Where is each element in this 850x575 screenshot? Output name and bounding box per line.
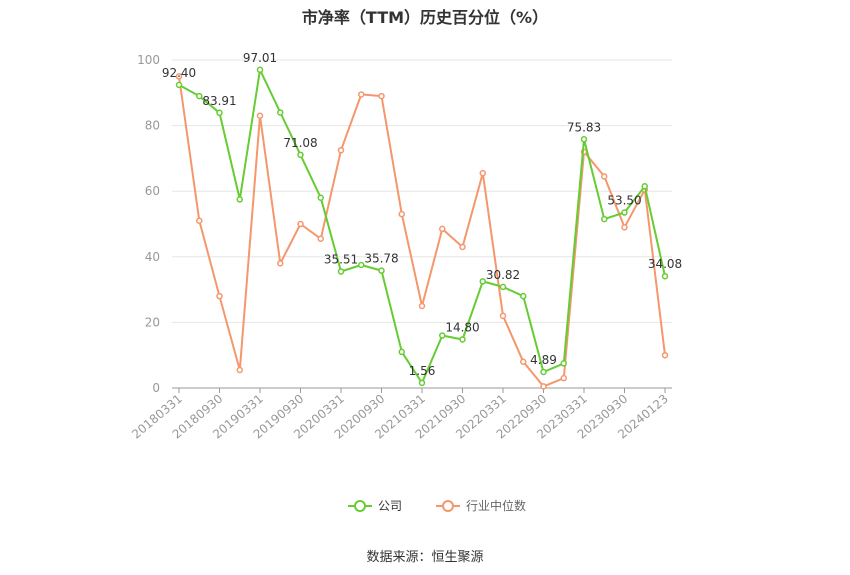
data-point <box>358 261 365 269</box>
data-point <box>175 81 183 89</box>
data-point <box>601 215 608 223</box>
data-point <box>621 224 628 231</box>
y-tick-label: 80 <box>145 119 160 133</box>
data-point <box>216 292 223 300</box>
data-label: 83.91 <box>202 94 236 108</box>
data-point <box>540 383 547 390</box>
data-point <box>398 210 405 218</box>
data-point <box>216 109 223 117</box>
data-point <box>520 292 527 300</box>
data-point <box>499 283 507 291</box>
data-label: 35.78 <box>364 252 398 266</box>
legend-label-industry: 行业中位数 <box>466 498 526 513</box>
data-point <box>418 302 426 310</box>
data-label: 35.51 <box>324 253 358 267</box>
data-point <box>297 151 304 159</box>
y-tick-label: 40 <box>145 250 160 264</box>
legend-marker-company <box>354 500 366 512</box>
data-point <box>601 173 608 180</box>
data-label: 14.80 <box>445 320 479 334</box>
data-label: 34.08 <box>648 257 682 271</box>
data-point <box>317 235 324 243</box>
y-tick-label: 20 <box>145 315 160 329</box>
data-point <box>175 73 183 80</box>
data-point <box>337 146 345 154</box>
data-point <box>196 217 203 224</box>
data-point <box>580 136 588 143</box>
data-point <box>661 272 669 280</box>
data-point <box>540 368 547 376</box>
data-point <box>398 348 405 356</box>
data-point <box>236 196 243 203</box>
data-point <box>236 366 243 374</box>
data-point <box>439 225 446 233</box>
data-point <box>459 243 466 251</box>
y-tick-label: 100 <box>137 53 160 67</box>
legend-label-company: 公司 <box>378 499 402 513</box>
data-label: 71.08 <box>283 136 317 150</box>
data-point <box>196 92 203 100</box>
data-point <box>479 169 486 177</box>
data-point <box>499 312 507 320</box>
data-label: 53.50 <box>607 194 641 208</box>
data-point <box>479 278 486 285</box>
data-label: 1.56 <box>409 364 436 378</box>
data-point <box>277 109 284 116</box>
data-point <box>560 360 567 367</box>
data-label: 4.89 <box>530 353 557 367</box>
y-tick-label: 60 <box>145 184 160 198</box>
data-point <box>560 374 567 382</box>
data-point <box>661 351 669 359</box>
data-point <box>641 183 648 190</box>
data-label: 75.83 <box>567 120 601 134</box>
data-label: 92.40 <box>162 66 196 80</box>
data-point <box>378 267 385 274</box>
data-label: 30.82 <box>486 268 520 282</box>
data-point <box>621 209 628 216</box>
data-point <box>520 358 527 366</box>
y-tick-label: 0 <box>152 381 160 395</box>
data-point <box>418 379 426 387</box>
data-point <box>256 66 264 74</box>
data-point <box>439 332 446 339</box>
chart-title: 市净率（TTM）历史百分位（%） <box>301 8 549 27</box>
data-point <box>459 336 466 343</box>
legend-marker-industry <box>442 500 454 512</box>
data-point <box>337 268 345 275</box>
data-point <box>378 92 385 100</box>
data-label: 97.01 <box>243 51 277 65</box>
data-point <box>297 220 304 228</box>
data-source: 数据来源：恒生聚源 <box>366 550 484 565</box>
data-point <box>358 91 365 98</box>
data-point <box>317 194 324 202</box>
data-point <box>277 260 284 267</box>
data-point <box>256 112 264 120</box>
